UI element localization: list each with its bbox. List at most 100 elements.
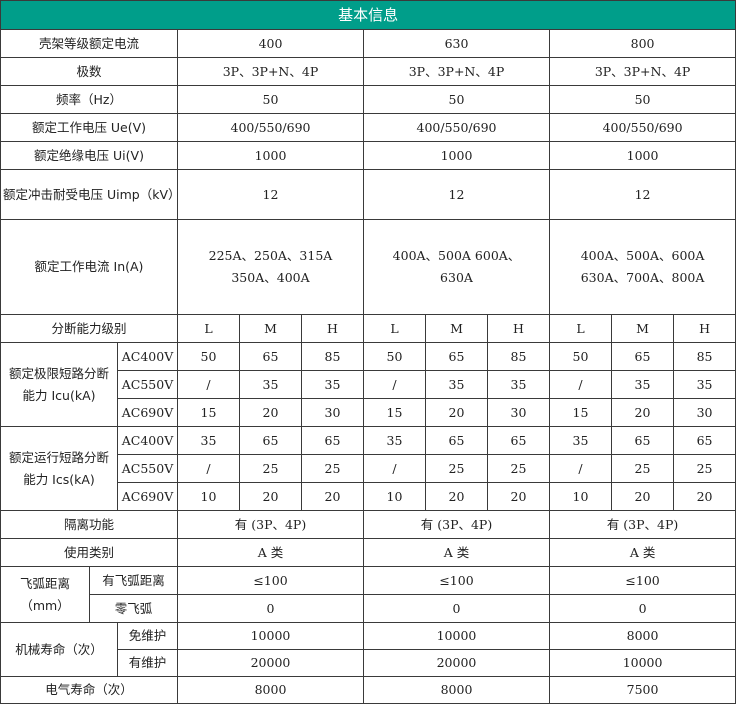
value-cell: 25 [672, 454, 737, 483]
sub-label: 零飞弧 [89, 594, 178, 623]
value-cell: 20 [301, 482, 364, 511]
value-cell: 85 [487, 342, 550, 371]
value-cell: 20 [487, 482, 550, 511]
value-cell: 65 [611, 342, 674, 371]
icu-label: 额定极限短路分断能力 Icu(kA) [0, 342, 118, 427]
value-cell: 25 [425, 454, 488, 483]
value-cell: 20 [425, 398, 488, 427]
table-row: 极数 3P、3P+N、4P 3P、3P+N、4P 3P、3P+N、4P [0, 57, 737, 86]
value-cell: / [177, 370, 240, 399]
table-row: 机械寿命（次） 免维护 10000 10000 8000 [0, 622, 737, 677]
table-row: 壳架等级额定电流 400 630 800 [0, 29, 737, 58]
table-row: 额定冲击耐受电压 Uimp（kV） 12 12 12 [0, 169, 737, 220]
value-cell: 35 [549, 426, 612, 455]
arc-label: 飞弧距离（mm） [0, 566, 90, 623]
row-label: 分断能力级别 [0, 314, 178, 343]
table-row: 额定工作电流 In(A) 225A、250A、315A 350A、400A 400A… [0, 219, 737, 315]
table-row: AC690V 15 20 30 15 20 30 15 20 30 [1, 398, 737, 427]
value-cell: 25 [301, 454, 364, 483]
value-cell: 20 [239, 398, 302, 427]
table-row: AC550V/25 25/25 25/25 25 [1, 454, 737, 483]
value-cell: 400A、500A 600A、630A [363, 219, 550, 315]
value-cell: 1000 [363, 141, 550, 170]
row-label: 额定工作电压 Ue(V) [0, 113, 178, 142]
voltage-cell: AC690V [117, 482, 178, 511]
value-cell: 85 [301, 342, 364, 371]
value-cell: 25 [611, 454, 674, 483]
value-cell: 35 [363, 426, 426, 455]
voltage-cell: AC400V [117, 426, 178, 455]
value-cell: 20 [672, 482, 737, 511]
row-label: 电气寿命（次） [0, 676, 178, 704]
value-cell: 50 [548, 85, 737, 114]
value-cell: 65 [425, 426, 488, 455]
value-cell: / [363, 370, 426, 399]
value-cell: 10 [177, 482, 240, 511]
value-cell: 50 [363, 342, 426, 371]
value-cell: 50 [363, 85, 550, 114]
value-cell: 400 [177, 29, 364, 58]
value-cell: / [549, 454, 612, 483]
value-cell: 12 [548, 169, 737, 220]
level-cell: L [363, 314, 426, 343]
value-cell: A 类 [177, 538, 364, 567]
value-cell: 3P、3P+N、4P [177, 57, 364, 86]
value-cell: 有 (3P、4P) [177, 510, 364, 539]
value-cell: 20 [239, 482, 302, 511]
value-cell: 85 [672, 342, 737, 371]
table-row: 零飞弧 0 0 0 [1, 594, 737, 623]
level-cell: H [487, 314, 550, 343]
value-cell: A 类 [363, 538, 550, 567]
table-row: 频率（Hz） 50 50 50 [0, 85, 737, 114]
value-cell: 10 [363, 482, 426, 511]
row-label: 壳架等级额定电流 [0, 29, 178, 58]
value-cell: 10000 [177, 622, 364, 650]
value-cell: 30 [301, 398, 364, 427]
value-cell: 800 [548, 29, 737, 58]
value-cell: 35 [301, 370, 364, 399]
value-cell: 25 [487, 454, 550, 483]
value-cell: 8000 [177, 676, 364, 704]
value-cell: 12 [363, 169, 550, 220]
value-cell: 50 [177, 342, 240, 371]
value-cell: 20 [611, 482, 674, 511]
value-cell: 8000 [363, 676, 550, 704]
value-cell: 35 [487, 370, 550, 399]
value-cell: 15 [549, 398, 612, 427]
table-row: 额定运行短路分断能力 Ics(kA) AC400V 35 65 65 35 65 65 35 65… [0, 426, 737, 511]
value-cell: 65 [301, 426, 364, 455]
value-cell: 630 [363, 29, 550, 58]
row-label: 频率（Hz） [0, 85, 178, 114]
voltage-cell: AC400V [117, 342, 178, 371]
value-cell: / [549, 370, 612, 399]
row-label: 额定绝缘电压 Ui(V) [0, 141, 178, 170]
value-cell: / [177, 454, 240, 483]
value-cell: 225A、250A、315A 350A、400A [177, 219, 364, 315]
table-row: 有维护 20000 20000 10000 [1, 649, 737, 677]
value-cell: 15 [177, 398, 240, 427]
value-cell: 0 [548, 594, 737, 623]
value-cell: 50 [549, 342, 612, 371]
value-cell: 400/550/690 [548, 113, 737, 142]
value-cell: 400A、500A、600A 630A、700A、800A [548, 219, 737, 315]
level-cell: H [301, 314, 364, 343]
value-cell: 10000 [548, 649, 737, 677]
value-cell: 35 [239, 370, 302, 399]
value-cell: 0 [177, 594, 364, 623]
level-cell: L [177, 314, 240, 343]
value-cell: 0 [363, 594, 550, 623]
value-cell: 1000 [177, 141, 364, 170]
value-cell: ≤100 [548, 566, 737, 595]
table-row: 电气寿命（次） 8000 8000 7500 [0, 676, 737, 704]
row-label: 极数 [0, 57, 178, 86]
value-cell: 8000 [548, 622, 737, 650]
value-cell: 3P、3P+N、4P [363, 57, 550, 86]
value-cell: 12 [177, 169, 364, 220]
level-cell: H [672, 314, 737, 343]
voltage-cell: AC550V [117, 454, 178, 483]
level-cell: L [549, 314, 612, 343]
value-cell: 35 [425, 370, 488, 399]
value-cell: 20 [611, 398, 674, 427]
value-cell: 50 [177, 85, 364, 114]
